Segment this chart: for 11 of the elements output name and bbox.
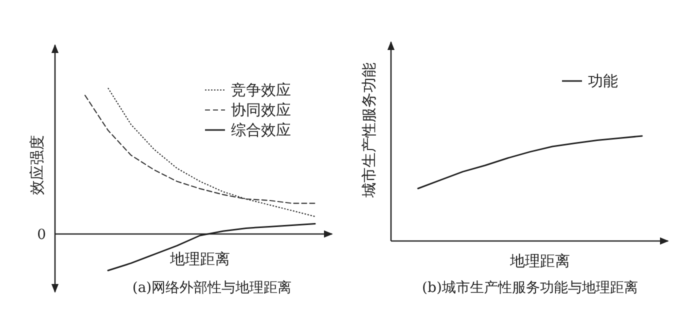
text: (a)网络外部性与地理距离 [132, 280, 292, 296]
y-axis-title: 效应强度 [28, 135, 46, 195]
legend-label: 协同效应 [231, 101, 291, 119]
x-axis-title: 地理距离 [509, 252, 570, 270]
text: (b)城市生产性服务功能与地理距离 [422, 280, 638, 296]
legend-label: 综合效应 [231, 121, 291, 139]
y-axis-title: 城市生产性服务功能 [360, 62, 378, 198]
text: 0 [37, 227, 46, 243]
legend-label: 竞争效应 [231, 81, 291, 99]
x-axis-title: 地理距离 [169, 250, 230, 268]
legend-label: 功能 [588, 72, 618, 90]
